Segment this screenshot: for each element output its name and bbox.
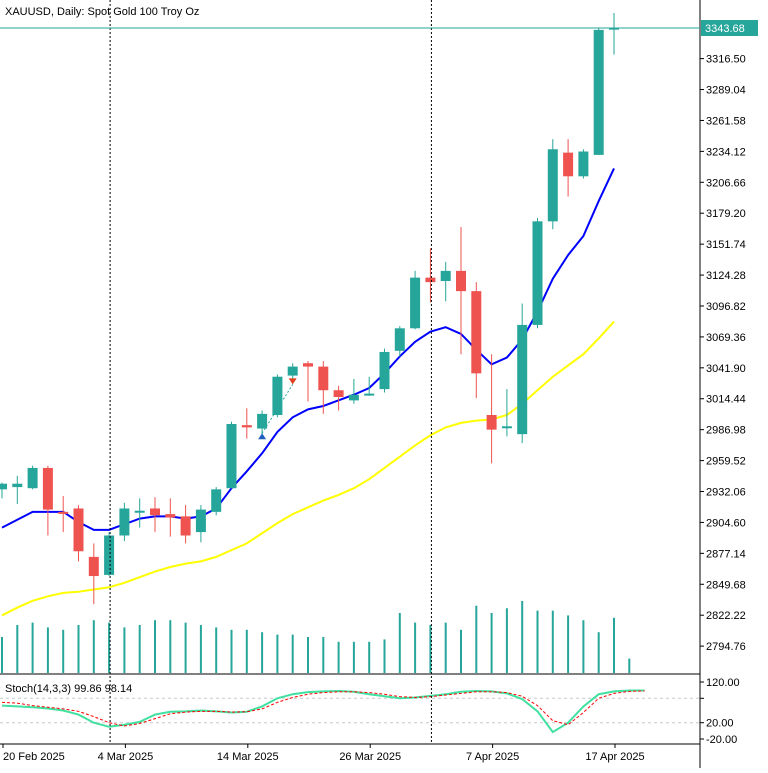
candle-body-bear[interactable] [563, 152, 574, 177]
candle-body-bear[interactable] [73, 508, 84, 552]
price-tick-label: 3261.58 [706, 115, 746, 127]
candle-body-bull[interactable] [609, 27, 619, 30]
last-price-label: 3343.68 [705, 23, 745, 35]
candle-body-bull[interactable] [104, 535, 115, 575]
candle-body-bull[interactable] [257, 413, 268, 429]
price-tick-label: 2822.22 [706, 610, 746, 622]
candle-body-bear[interactable] [180, 516, 191, 536]
candle-body-bull[interactable] [12, 483, 23, 488]
price-tick-label: 2849.68 [706, 579, 746, 591]
candle-body-bull[interactable] [578, 151, 589, 177]
candle-body-bull[interactable] [410, 277, 421, 329]
stoch-tick-label: -20.00 [706, 734, 737, 746]
ma-slow-line [1, 320, 615, 617]
price-tick-label: 3014.44 [706, 394, 746, 406]
candle-body-bear[interactable] [303, 363, 313, 367]
candle-body-bull[interactable] [119, 508, 130, 536]
price-tick-label: 3069.36 [706, 332, 746, 344]
price-tick-label: 2904.60 [706, 517, 746, 529]
price-tick-label: 2959.52 [706, 456, 746, 468]
sell-arrow-icon [288, 378, 297, 385]
trade-connector-line [261, 384, 294, 434]
candle-body-bear[interactable] [471, 291, 482, 374]
candle-body-bull[interactable] [226, 424, 237, 489]
ma-fast-line [1, 167, 615, 531]
candle-body-bull[interactable] [532, 221, 543, 325]
candle-body-bull[interactable] [134, 510, 145, 513]
price-tick-label: 2794.76 [706, 641, 746, 653]
time-tick-label: 4 Mar 2025 [98, 751, 154, 763]
candle-body-bear[interactable] [88, 556, 99, 577]
chart-title: XAUUSD, Daily: Spot Gold 100 Troy Oz [5, 6, 199, 18]
price-tick-label: 3124.28 [706, 270, 746, 282]
candle-body-bull[interactable] [195, 509, 206, 533]
candle-body-bull[interactable] [394, 328, 405, 351]
price-tick-label: 3289.04 [706, 85, 746, 97]
candle-body-bull[interactable] [27, 467, 38, 489]
candle-body-bull[interactable] [287, 366, 298, 376]
price-tick-label: 3151.74 [706, 239, 746, 251]
time-tick-label: 7 Apr 2025 [466, 751, 519, 763]
price-tick-label: 2932.06 [706, 487, 746, 499]
buy-arrow-icon [258, 433, 267, 440]
stoch-signal-line [1, 690, 645, 727]
candle-body-bull[interactable] [440, 270, 451, 282]
candle-body-bull[interactable] [501, 426, 512, 429]
time-tick-label: 17 Apr 2025 [585, 751, 644, 763]
stoch-tick-label: 20.00 [706, 718, 734, 730]
candle-body-bear[interactable] [241, 425, 252, 428]
stoch-main-line [1, 689, 645, 734]
main-plot-area[interactable] [0, 13, 631, 673]
price-tick-label: 3234.12 [706, 146, 746, 158]
price-tick-label: 3179.20 [706, 208, 746, 220]
candle-body-bear[interactable] [150, 508, 160, 516]
candle-body-bull[interactable] [211, 489, 222, 512]
price-tick-label: 3206.66 [706, 177, 746, 189]
candle-body-bear[interactable] [58, 511, 69, 514]
candle-body-bull[interactable] [593, 29, 604, 155]
candle-body-bear[interactable] [486, 415, 497, 430]
price-tick-label: 2877.14 [706, 548, 746, 560]
stochastic-label: Stoch(14,3,3) 99.86 98.14 [5, 683, 132, 695]
candle-body-bear[interactable] [165, 514, 176, 518]
price-tick-label: 3096.82 [706, 301, 746, 313]
time-tick-label: 20 Feb 2025 [3, 751, 65, 763]
candle-body-bull[interactable] [547, 149, 558, 222]
candle-body-bull[interactable] [364, 393, 375, 396]
price-tick-label: 3316.50 [706, 54, 746, 66]
candle-body-bear[interactable] [456, 270, 466, 292]
candle-body-bull[interactable] [379, 351, 390, 390]
stochastic-plot-area[interactable]: 120.00 20.00 -20.00 [0, 677, 740, 746]
candle-body-bull[interactable] [348, 394, 359, 401]
last-price-badge [701, 20, 758, 37]
candle-body-bull[interactable] [0, 483, 7, 490]
price-tick-label: 2986.98 [706, 425, 746, 437]
time-tick-label: 26 Mar 2025 [339, 751, 401, 763]
candle-body-bull[interactable] [272, 376, 283, 416]
price-tick-label: 3041.90 [706, 363, 746, 375]
candle-body-bear[interactable] [333, 390, 344, 397]
time-tick-label: 14 Mar 2025 [217, 751, 279, 763]
candle-body-bull[interactable] [517, 324, 528, 435]
candle-body-bear[interactable] [425, 277, 436, 283]
stoch-tick-label: 120.00 [706, 677, 740, 689]
candle-body-bear[interactable] [42, 467, 53, 510]
candle-body-bear[interactable] [318, 366, 329, 391]
